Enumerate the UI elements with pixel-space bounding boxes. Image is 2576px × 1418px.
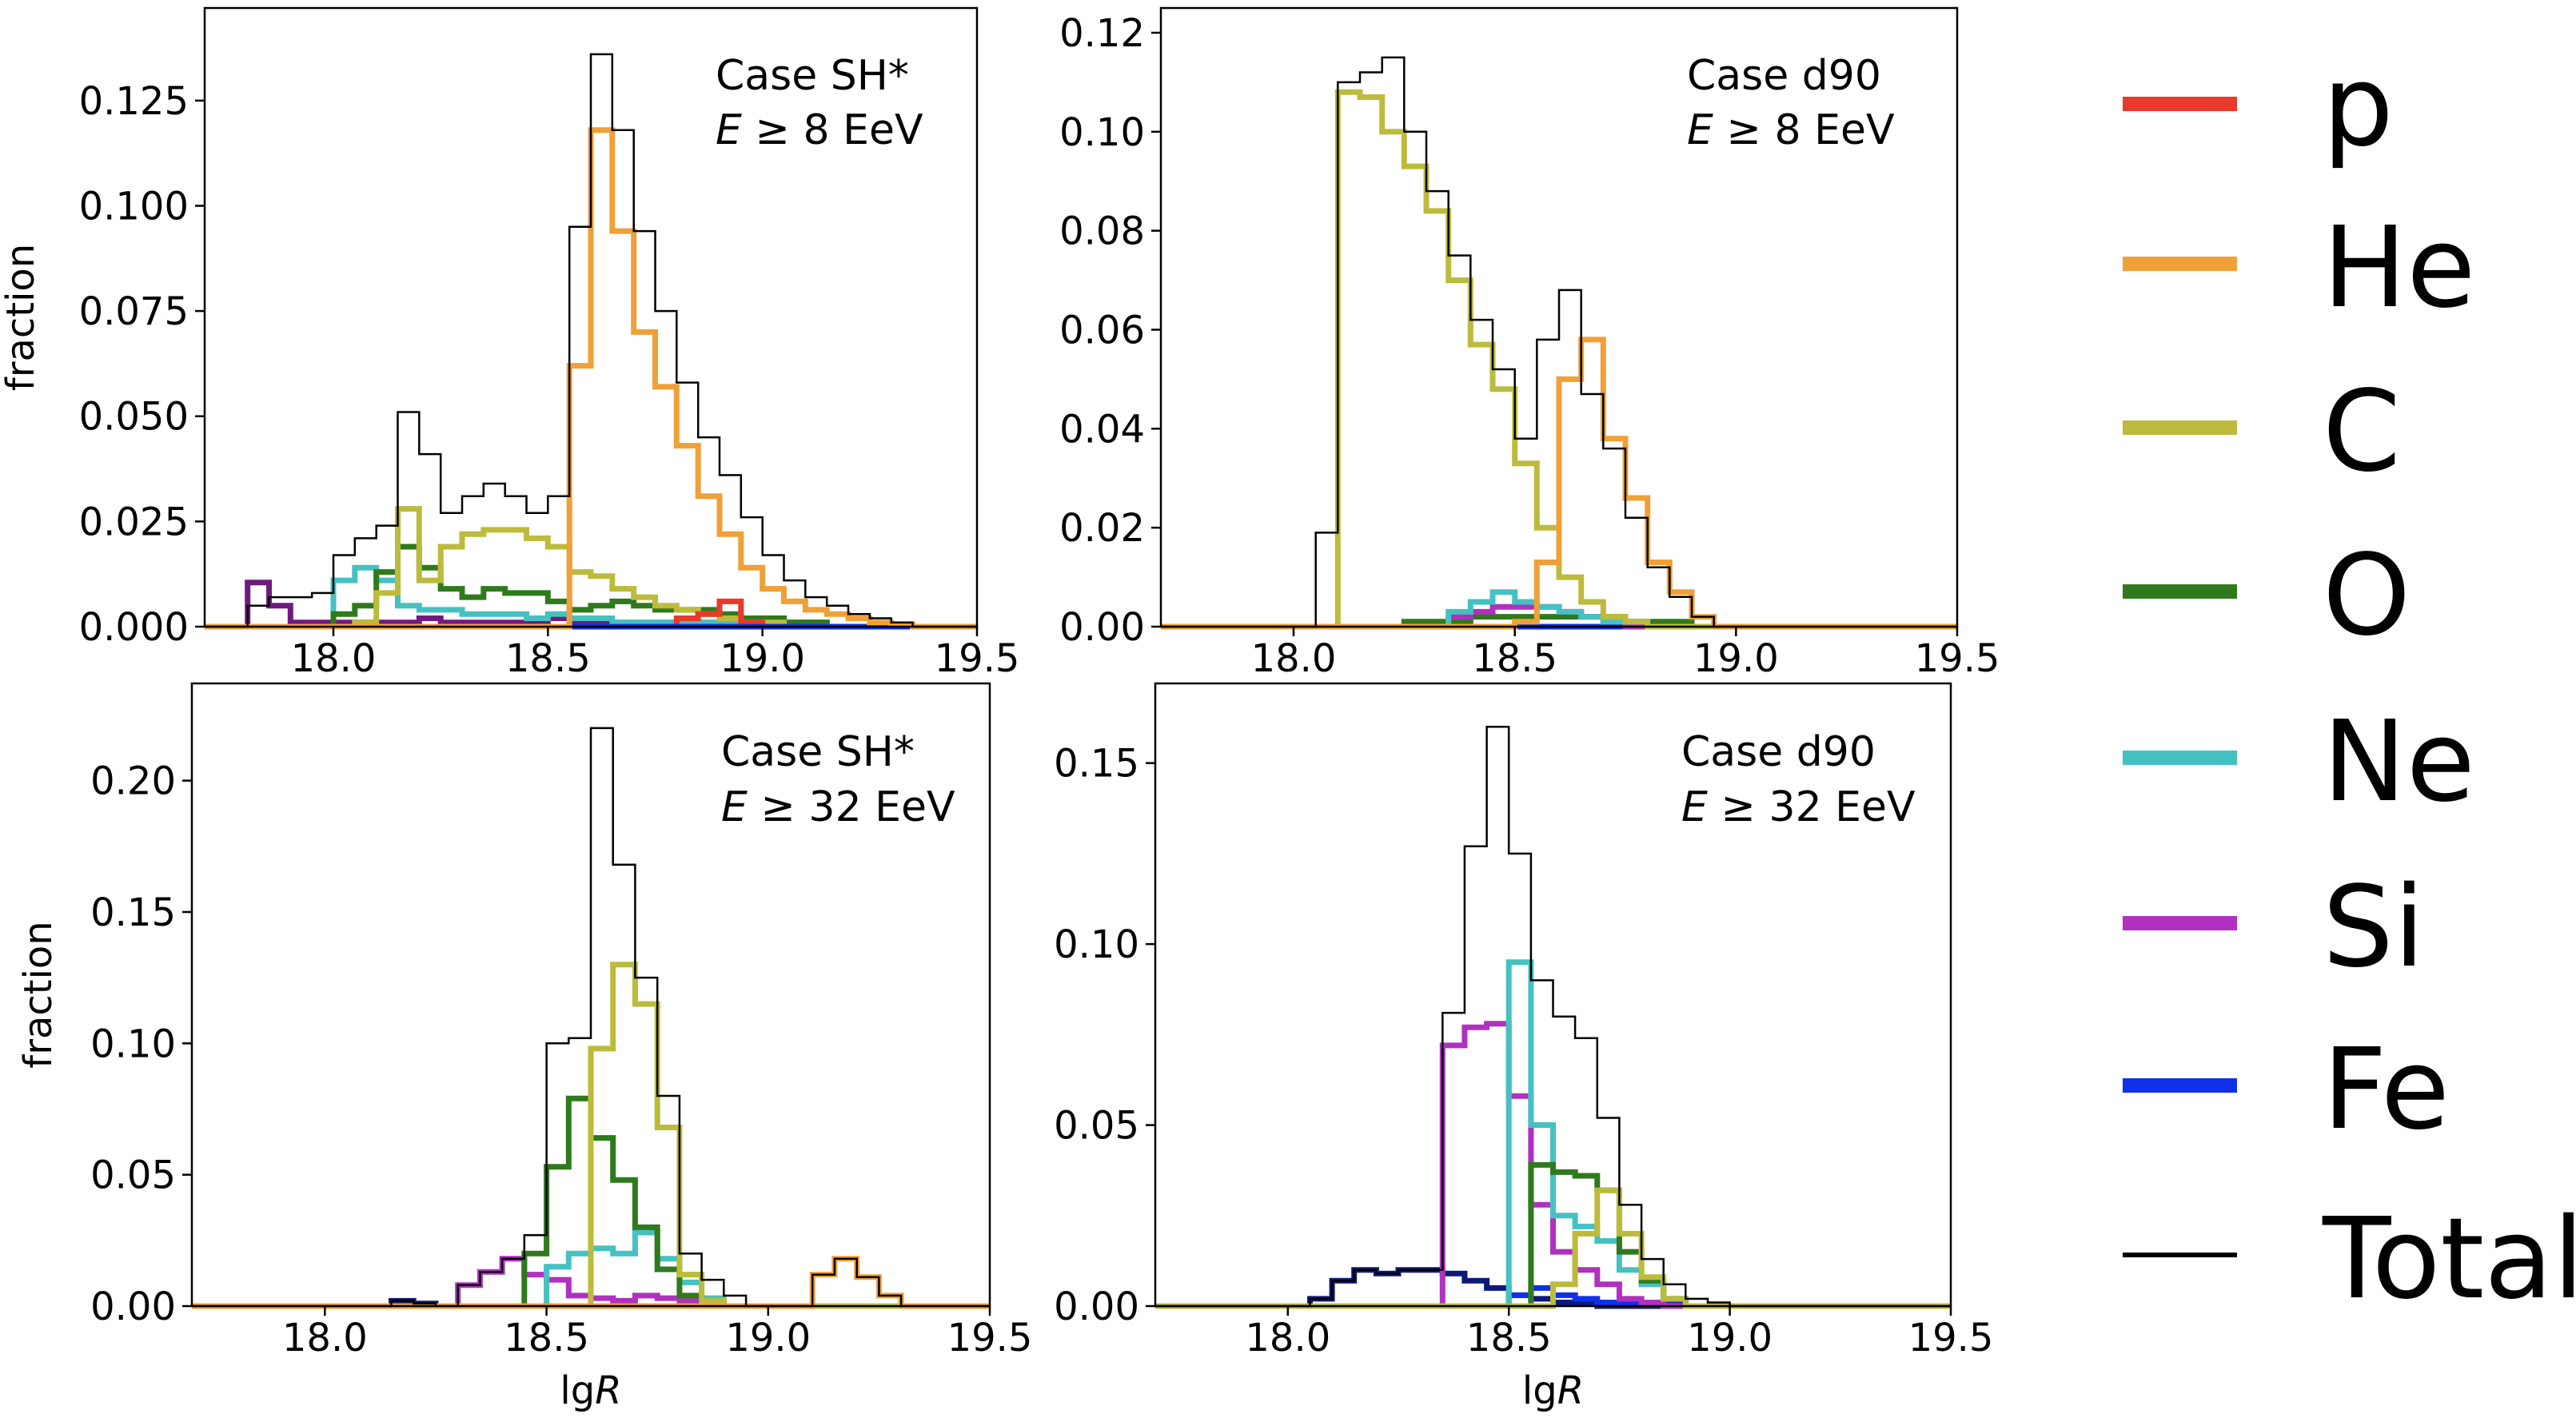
y-tick-label: 0.04 bbox=[1059, 407, 1145, 452]
y-tick-label: 0.10 bbox=[90, 1022, 176, 1066]
y-tick-label: 0.06 bbox=[1059, 308, 1145, 353]
x-tick-label: 18.5 bbox=[1466, 1316, 1552, 1360]
x-tick-label: 19.5 bbox=[935, 636, 1020, 681]
panel-sh-32eev: 18.0 18.5 19.0 19.5 0.00 0.05 0.10 0.15 0.20 frac… bbox=[16, 682, 1033, 1413]
legend-entry-c: C bbox=[2123, 367, 2401, 497]
y-tick-label: 0.05 bbox=[1054, 1104, 1139, 1149]
annotation-case: Case SH* bbox=[716, 52, 909, 100]
legend-label-he: He bbox=[2323, 203, 2475, 333]
legend-entry-he: He bbox=[2123, 203, 2475, 333]
axes-frame bbox=[203, 6, 979, 628]
legend-label-ne: Ne bbox=[2323, 697, 2475, 827]
y-tick-label: 0.05 bbox=[90, 1153, 176, 1198]
axes-frame bbox=[1159, 6, 1959, 628]
legend-entry-fe: Fe bbox=[2123, 1025, 2450, 1155]
y-tick-label: 0.08 bbox=[1059, 209, 1145, 254]
x-axis-label: lgR bbox=[560, 1368, 621, 1413]
x-tick-label: 19.0 bbox=[725, 1316, 811, 1360]
series-total bbox=[192, 727, 990, 1308]
legend-label-fe: Fe bbox=[2323, 1025, 2450, 1155]
x-tick-label: 19.0 bbox=[1693, 636, 1779, 681]
series-ne bbox=[1161, 589, 1957, 630]
y-tick-label: 0.12 bbox=[1059, 11, 1145, 56]
series-total bbox=[205, 53, 977, 628]
series-he bbox=[1161, 337, 1957, 630]
legend-label-c: C bbox=[2323, 367, 2401, 497]
x-axis-label: lgR bbox=[1522, 1368, 1584, 1413]
annotation-case: Case d90 bbox=[1681, 728, 1876, 776]
y-tick-label: 0.025 bbox=[79, 500, 189, 544]
x-tick-label: 19.5 bbox=[1908, 1316, 1994, 1360]
legend-label-o: O bbox=[2323, 531, 2411, 661]
legend-label-p: p bbox=[2323, 42, 2394, 172]
axes-frame bbox=[190, 682, 991, 1308]
legend-entry-o: O bbox=[2123, 531, 2411, 661]
y-axis-label: fraction bbox=[16, 921, 61, 1068]
y-tick-label: 0.02 bbox=[1059, 506, 1145, 551]
x-tick-label: 19.0 bbox=[720, 636, 805, 681]
y-tick-label: 0.00 bbox=[1054, 1285, 1139, 1329]
x-tick-label: 18.0 bbox=[291, 636, 377, 681]
y-tick-label: 0.15 bbox=[1054, 742, 1139, 787]
axes-frame bbox=[1154, 682, 1952, 1308]
y-tick-label: 0.15 bbox=[90, 890, 176, 935]
x-tick-label: 19.5 bbox=[1915, 636, 2000, 681]
legend-label-si: Si bbox=[2323, 862, 2425, 993]
y-tick-label: 0.00 bbox=[90, 1285, 176, 1329]
panel-sh-8eev: 18.0 18.5 19.0 19.5 0.000 0.025 0.050 0.075 0.10… bbox=[0, 6, 1020, 681]
annotation-energy: E ≥ 32 EeV bbox=[721, 783, 955, 831]
x-tick-label: 18.5 bbox=[504, 1316, 589, 1360]
y-tick-label: 0.10 bbox=[1054, 922, 1139, 967]
annotation-case: Case SH* bbox=[721, 728, 915, 776]
legend: p He C O Ne Si Fe Total bbox=[2123, 42, 2576, 1324]
y-axis-label: fraction bbox=[0, 244, 43, 391]
x-tick-label: 19.0 bbox=[1687, 1316, 1772, 1360]
legend-entry-ne: Ne bbox=[2123, 697, 2475, 827]
legend-entry-p: p bbox=[2123, 42, 2394, 172]
legend-entry-total: Total bbox=[2123, 1194, 2576, 1324]
legend-entry-si: Si bbox=[2123, 862, 2425, 993]
y-tick-label: 0.050 bbox=[79, 395, 189, 440]
x-tick-label: 18.5 bbox=[1472, 636, 1557, 681]
x-tick-label: 18.0 bbox=[1245, 1316, 1330, 1360]
x-tick-label: 18.0 bbox=[282, 1316, 368, 1360]
y-tick-label: 0.100 bbox=[79, 184, 189, 229]
annotation-energy: E ≥ 8 EeV bbox=[1687, 106, 1895, 154]
x-tick-label: 18.0 bbox=[1251, 636, 1337, 681]
annotation-energy: E ≥ 8 EeV bbox=[716, 106, 923, 154]
x-tick-label: 19.5 bbox=[947, 1316, 1033, 1360]
annotation-case: Case d90 bbox=[1687, 52, 1881, 100]
y-tick-label: 0.125 bbox=[79, 79, 189, 124]
x-tick-label: 18.5 bbox=[505, 636, 591, 681]
panel-d90-8eev: 18.0 18.5 19.0 19.5 0.00 0.02 0.04 0.06 0.08 0.10… bbox=[1059, 6, 2000, 681]
legend-label-total: Total bbox=[2322, 1194, 2576, 1324]
annotation-energy: E ≥ 32 EeV bbox=[1681, 783, 1916, 831]
y-tick-label: 0.00 bbox=[1059, 605, 1145, 650]
panel-d90-32eev: 18.0 18.5 19.0 19.5 0.00 0.05 0.10 0.15 lgR Case … bbox=[1054, 682, 1994, 1413]
y-tick-label: 0.075 bbox=[79, 289, 189, 334]
y-tick-label: 0.20 bbox=[90, 759, 176, 804]
y-tick-label: 0.10 bbox=[1059, 110, 1145, 155]
y-tick-label: 0.000 bbox=[79, 605, 189, 650]
